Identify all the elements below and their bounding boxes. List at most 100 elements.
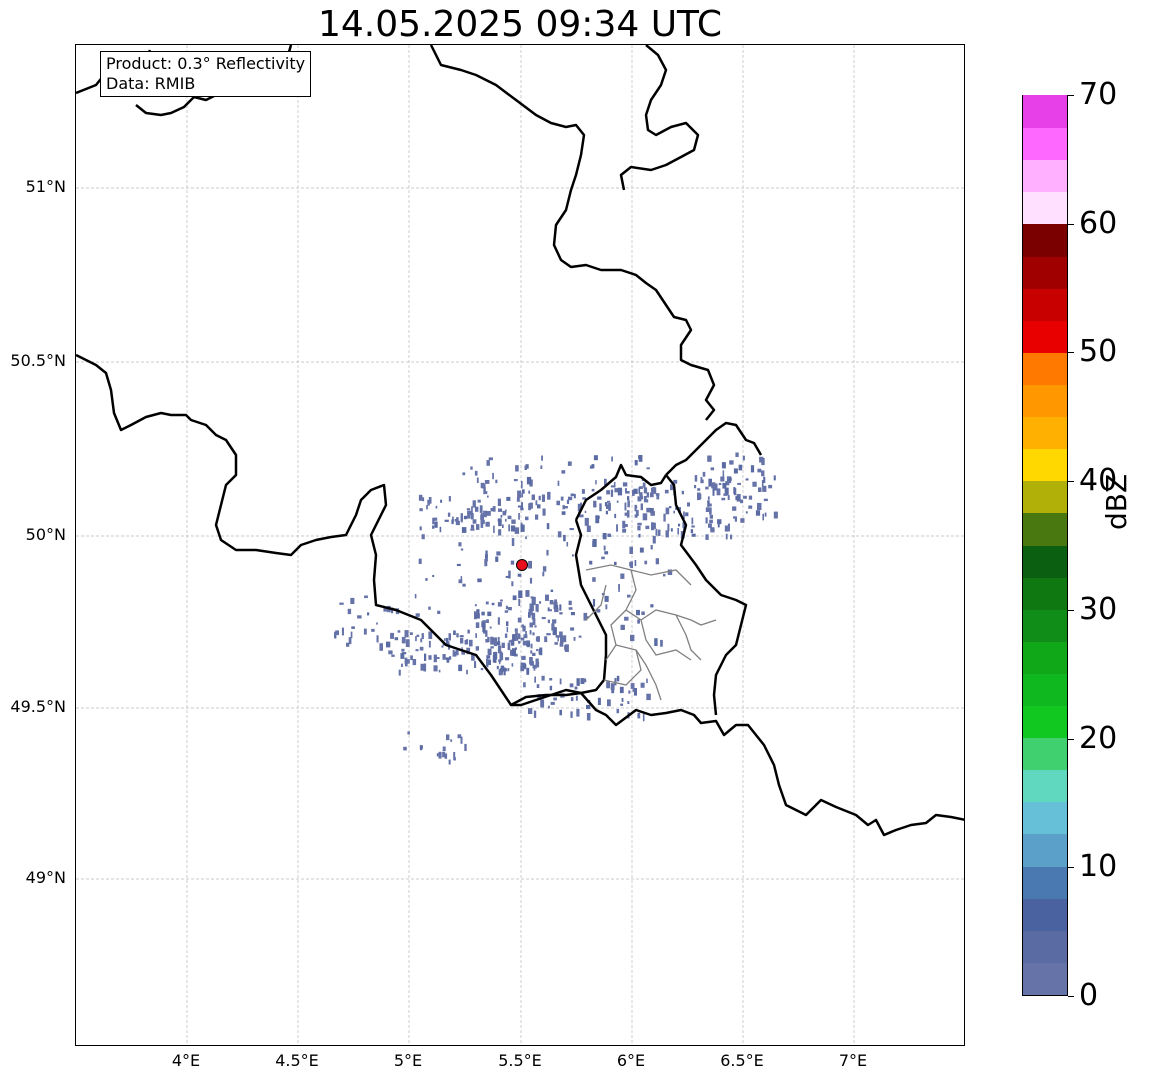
echo-pixel (584, 517, 589, 526)
colorbar-segment (1023, 448, 1067, 482)
colorbar-segment (1023, 865, 1067, 899)
echo-pixel (415, 636, 417, 642)
echo-pixel (470, 528, 475, 531)
echo-pixel (730, 534, 733, 540)
echo-pixel (616, 500, 619, 503)
echo-pixel (472, 519, 477, 524)
echo-pixel (457, 734, 462, 739)
echo-pixel (398, 669, 401, 676)
echo-pixel (597, 697, 601, 705)
echo-pixel (523, 664, 527, 669)
echo-pixel (646, 507, 651, 513)
echo-pixel (436, 657, 440, 659)
echo-pixel (555, 635, 560, 638)
echo-pixel (604, 551, 609, 555)
echo-pixel (562, 635, 567, 643)
echo-pixel (562, 505, 565, 510)
echo-pixel (763, 476, 766, 483)
echo-pixel (492, 472, 494, 480)
echo-pixel (639, 547, 644, 553)
echo-pixel (712, 488, 715, 496)
echo-pixel (616, 524, 618, 532)
echo-pixel (525, 516, 529, 521)
echo-pixel (604, 502, 608, 507)
echo-pixel (610, 485, 616, 488)
echo-pixel (690, 529, 694, 534)
echo-pixel (486, 511, 491, 516)
echo-pixel (470, 524, 475, 529)
echo-pixel (718, 483, 722, 486)
echo-pixel (542, 508, 546, 516)
echo-pixel (622, 520, 626, 529)
echo-pixel (456, 517, 459, 522)
echo-pixel (613, 482, 616, 488)
echo-pixel (505, 518, 507, 522)
echo-pixel (636, 609, 640, 616)
echo-pixel (538, 495, 541, 501)
lon-tick: 6.5°E (720, 1051, 764, 1070)
echo-pixel (580, 678, 585, 684)
echo-pixel (616, 675, 620, 682)
echo-pixel (651, 487, 653, 493)
echo-pixel (557, 636, 559, 642)
echo-pixel (625, 524, 628, 527)
colorbar-segment (1023, 480, 1067, 514)
echo-pixel (553, 697, 557, 701)
echo-pixel (566, 542, 569, 547)
echo-pixel (584, 510, 587, 513)
echo-pixel (645, 525, 650, 530)
echo-pixel (455, 649, 459, 656)
echo-pixel (351, 626, 355, 629)
echo-pixel (683, 511, 685, 519)
echo-pixel (428, 497, 432, 504)
echo-pixel (625, 491, 630, 494)
echo-pixel (705, 517, 708, 524)
echo-pixel (446, 657, 450, 663)
echo-pixel (564, 506, 568, 509)
echo-pixel (650, 492, 654, 498)
echo-pixel (503, 667, 506, 676)
colorbar-segment (1023, 801, 1067, 835)
echo-pixel (401, 652, 407, 655)
echo-pixel (745, 511, 748, 514)
colorbar-segment (1023, 641, 1067, 674)
echo-pixel (363, 628, 367, 635)
echo-pixel (528, 503, 531, 511)
echo-pixel (475, 611, 478, 615)
echo-pixel (591, 488, 595, 492)
echo-pixel (404, 630, 409, 638)
echo-pixel (691, 533, 696, 537)
colorbar-segment (1023, 577, 1067, 610)
echo-pixel (650, 511, 655, 516)
echo-pixel (454, 519, 458, 522)
echo-pixel (705, 507, 710, 512)
echo-pixel (530, 643, 533, 649)
echo-pixel (603, 545, 606, 551)
echo-pixel (528, 490, 531, 494)
echo-pixel (528, 708, 533, 714)
echo-pixel (738, 464, 743, 471)
echo-pixel (350, 597, 355, 604)
echo-pixel (624, 502, 627, 511)
radar-map[interactable] (75, 44, 965, 1046)
echo-pixel (535, 658, 539, 666)
echo-pixel (597, 496, 602, 500)
echo-pixel (602, 533, 607, 540)
dbz-colorbar (1022, 95, 1068, 996)
echo-pixel (534, 625, 537, 628)
echo-pixel (714, 483, 718, 491)
echo-pixel (559, 709, 562, 716)
echo-pixel (646, 678, 648, 684)
echo-pixel (605, 604, 608, 610)
echo-pixel (606, 504, 609, 509)
echo-pixel (552, 627, 557, 636)
echo-pixel (570, 697, 574, 702)
echo-pixel (419, 646, 424, 651)
echo-pixel (517, 490, 522, 498)
echo-pixel (757, 468, 762, 473)
echo-pixel (391, 654, 395, 657)
echo-pixel (458, 542, 462, 547)
echo-pixel (523, 682, 526, 688)
echo-pixel (521, 502, 523, 510)
echo-pixel (533, 668, 536, 671)
